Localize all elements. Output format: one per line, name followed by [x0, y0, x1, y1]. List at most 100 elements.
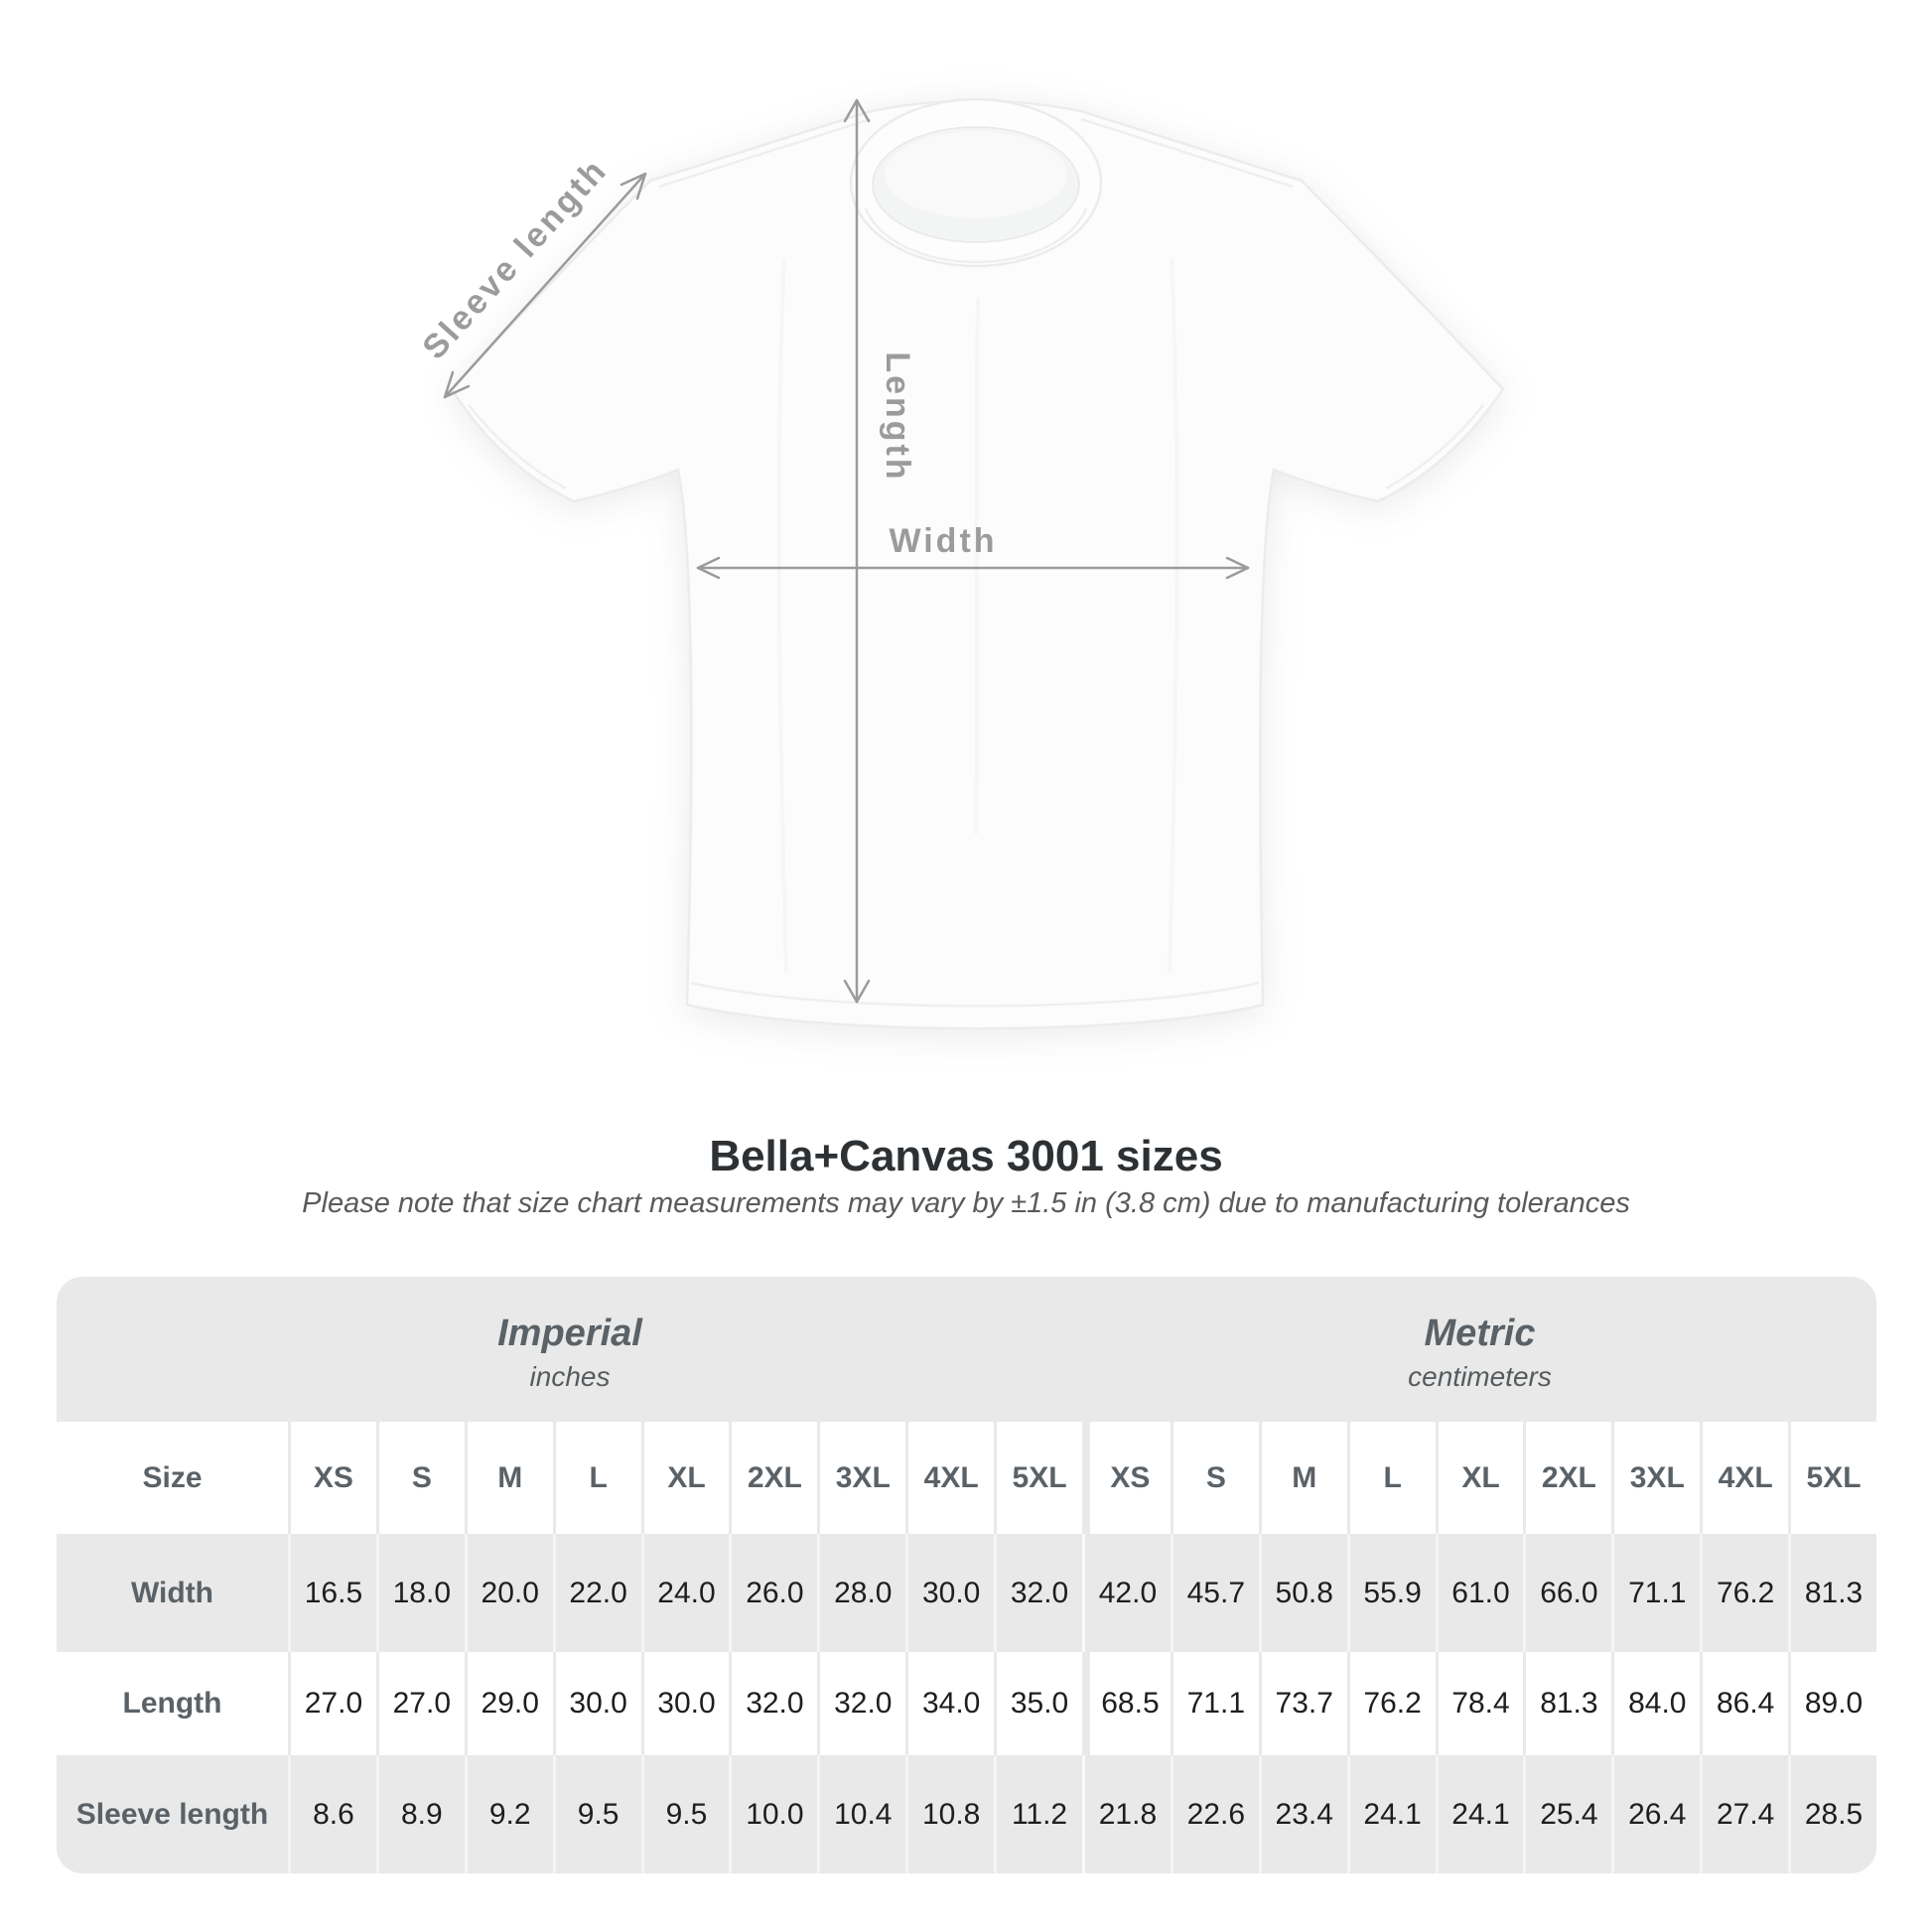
cuff-stitch-right	[1385, 404, 1484, 490]
value-cell: 55.9	[1346, 1534, 1436, 1652]
value-cell: 76.2	[1700, 1534, 1788, 1652]
sleeve-length-arrow	[443, 172, 647, 399]
value-cell: 11.2	[994, 1755, 1082, 1873]
size-header-cell: 2XL	[1523, 1422, 1612, 1534]
value-cell: 68.5	[1081, 1652, 1171, 1755]
row-label: Sleeve length	[75, 1797, 269, 1831]
size-header-cell: 4XL	[905, 1422, 995, 1534]
value-cell: 28.0	[817, 1534, 905, 1652]
value-cell: 26.0	[729, 1534, 817, 1652]
value-cell: 71.1	[1611, 1534, 1700, 1652]
value-cell: 27.4	[1700, 1755, 1788, 1873]
value-cell: 10.0	[729, 1755, 817, 1873]
fabric-fold	[974, 297, 980, 835]
size-header-cell: S	[1170, 1422, 1259, 1534]
size-header-cell: XS	[288, 1422, 376, 1534]
value-cell: 27.0	[375, 1652, 465, 1755]
size-header-cell: XS	[1081, 1422, 1171, 1534]
size-header-cell: M	[464, 1422, 553, 1534]
value-cell: 84.0	[1611, 1652, 1701, 1755]
value-cell: 30.0	[552, 1652, 641, 1755]
value-cell: 34.0	[905, 1652, 995, 1755]
width-arrow	[696, 556, 1250, 580]
row-label: Width	[130, 1576, 214, 1609]
value-cell: 9.5	[640, 1755, 730, 1873]
shoulder-seam-right	[1080, 117, 1294, 189]
value-cell: 73.7	[1258, 1652, 1347, 1755]
value-cell: 86.4	[1700, 1652, 1789, 1755]
section-unit: centimeters	[1408, 1360, 1552, 1392]
row-label: Length	[57, 1652, 288, 1755]
value-cell: 25.4	[1523, 1755, 1611, 1873]
section-unit: inches	[529, 1360, 611, 1392]
cuff-stitch-left	[468, 404, 567, 490]
size-header-cell: S	[375, 1422, 465, 1534]
value-cell: 10.4	[817, 1755, 905, 1873]
imperial-section-header: Imperial inches	[57, 1277, 1083, 1422]
value-cell: 9.5	[552, 1755, 641, 1873]
value-cell: 28.5	[1788, 1755, 1876, 1873]
shoulder-seam-left	[658, 117, 872, 189]
value-cell: 21.8	[1081, 1755, 1171, 1873]
fabric-fold	[1168, 257, 1179, 974]
size-column-label: Size	[57, 1422, 288, 1534]
size-header-cell: L	[1346, 1422, 1436, 1534]
value-cell: 35.0	[994, 1652, 1082, 1755]
value-cell: 10.8	[905, 1755, 994, 1873]
length-label: Length	[879, 351, 916, 482]
fabric-fold	[776, 257, 788, 974]
table-row-width: Width 16.5 18.0 20.0 22.0 24.0 26.0 28.0…	[57, 1534, 1876, 1652]
size-table: Imperial inches Metric centimeters Size …	[57, 1277, 1876, 1873]
value-cell: 32.0	[729, 1652, 818, 1755]
value-cell: 42.0	[1081, 1534, 1171, 1652]
value-cell: 32.0	[817, 1652, 906, 1755]
width-label: Width	[889, 522, 997, 560]
value-cell: 22.6	[1170, 1755, 1259, 1873]
size-header-cell: XL	[1435, 1422, 1524, 1534]
value-cell: 66.0	[1523, 1534, 1611, 1652]
value-cell: 23.4	[1258, 1755, 1347, 1873]
page-title: Bella+Canvas 3001 sizes	[709, 1132, 1223, 1180]
value-cell: 20.0	[464, 1534, 553, 1652]
tshirt-illustration	[450, 97, 1505, 1031]
value-cell: 24.1	[1346, 1755, 1436, 1873]
length-arrow	[843, 98, 871, 1004]
value-cell: 45.7	[1170, 1534, 1259, 1652]
value-cell: 24.0	[640, 1534, 730, 1652]
size-header-cell: 2XL	[729, 1422, 818, 1534]
value-cell: 18.0	[375, 1534, 465, 1652]
section-title: Imperial	[497, 1311, 642, 1354]
tshirt-svg: Sleeve length Length Width	[415, 97, 1505, 1031]
tshirt-diagram: Sleeve length Length Width	[415, 97, 1505, 1031]
unit-header-row: Imperial inches Metric centimeters	[57, 1277, 1876, 1422]
value-cell: 78.4	[1435, 1652, 1524, 1755]
value-cell: 24.1	[1435, 1755, 1524, 1873]
value-cell: 89.0	[1788, 1652, 1876, 1755]
value-cell: 30.0	[905, 1534, 994, 1652]
size-header-cell: L	[552, 1422, 641, 1534]
value-cell: 29.0	[464, 1652, 553, 1755]
size-header-cell: M	[1258, 1422, 1347, 1534]
value-cell: 32.0	[994, 1534, 1082, 1652]
value-cell: 61.0	[1435, 1534, 1524, 1652]
size-header-cell: XL	[640, 1422, 730, 1534]
table-row-sleeve-length: Sleeve length 8.6 8.9 9.2 9.5 9.5 10.0 1…	[57, 1755, 1876, 1873]
value-cell: 8.6	[288, 1755, 376, 1873]
value-cell: 30.0	[640, 1652, 730, 1755]
section-title: Metric	[1424, 1311, 1536, 1354]
hem-stitch	[690, 981, 1260, 1008]
value-cell: 8.9	[375, 1755, 465, 1873]
value-cell: 27.0	[288, 1652, 376, 1755]
size-header-cell: 4XL	[1700, 1422, 1789, 1534]
value-cell: 22.0	[552, 1534, 641, 1652]
value-cell: 16.5	[288, 1534, 376, 1652]
value-cell: 76.2	[1346, 1652, 1436, 1755]
collar-seam	[864, 207, 1088, 264]
size-header-cell: 5XL	[1788, 1422, 1876, 1534]
size-header-cell: 3XL	[1611, 1422, 1701, 1534]
size-header-cell: 3XL	[817, 1422, 906, 1534]
collar-inner-highlight	[885, 131, 1067, 218]
value-cell: 50.8	[1258, 1534, 1347, 1652]
value-cell: 71.1	[1170, 1652, 1259, 1755]
